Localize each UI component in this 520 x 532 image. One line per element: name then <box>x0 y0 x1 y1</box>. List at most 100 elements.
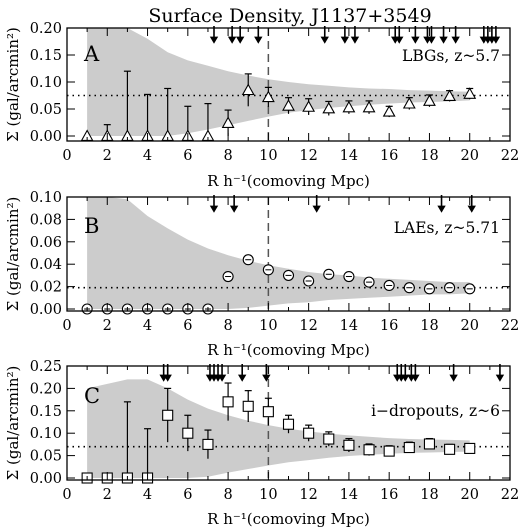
panel-letter: A <box>83 42 100 66</box>
x-tick-label: 2 <box>103 318 112 334</box>
y-tick-label: 0.05 <box>30 449 62 465</box>
position-arrow-head <box>467 205 476 213</box>
x-tick-label: 6 <box>183 148 192 164</box>
position-arrow-head <box>411 36 420 44</box>
data-point-square <box>282 418 295 430</box>
x-tick-label: 2 <box>103 148 112 164</box>
y-tick-label: 0.25 <box>30 359 62 375</box>
x-tick-label: 10 <box>259 318 277 334</box>
x-tick-label: 16 <box>380 318 398 334</box>
y-axis-label: Σ (gal/arcmin²) <box>4 366 22 481</box>
position-arrow-head <box>350 36 360 44</box>
data-point-square <box>323 433 335 445</box>
data-point-square <box>343 439 355 451</box>
x-tick-label: 22 <box>501 318 519 334</box>
y-tick-label: 0.06 <box>30 235 62 251</box>
y-axis-label: Σ (gal/arcmin²) <box>4 197 22 312</box>
x-tick-label: 4 <box>143 487 152 503</box>
x-tick-label: 10 <box>259 487 277 503</box>
x-tick-label: 0 <box>62 318 71 334</box>
y-tick-label: 0.05 <box>30 102 62 118</box>
panel-letter: C <box>84 384 100 408</box>
x-tick-label: 18 <box>420 148 438 164</box>
envelope-band <box>87 28 470 136</box>
x-tick-label: 2 <box>103 487 112 503</box>
x-tick-label: 16 <box>380 148 398 164</box>
position-arrow-head <box>401 374 410 382</box>
x-tick-label: 4 <box>143 318 152 334</box>
y-tick-label: 0.15 <box>30 404 62 420</box>
sample-label: LAEs, z~5.71 <box>394 219 500 237</box>
panel-letter: B <box>84 214 99 238</box>
x-tick-label: 20 <box>461 148 479 164</box>
x-tick-label: 0 <box>62 148 71 164</box>
figure-title: Surface Density, J1137+3549 <box>148 5 431 27</box>
position-arrow-head <box>437 205 446 213</box>
x-tick-label: 12 <box>299 487 317 503</box>
position-arrow-head <box>395 36 404 44</box>
data-point-triangle <box>241 83 255 96</box>
sample-label: LBGs, z~5.7 <box>402 47 500 65</box>
data-point-square <box>162 409 174 421</box>
data-point-square <box>383 445 395 457</box>
panel-b: 0 2 4 6 8 10 12 14 16 18 20 22 0.00 0.02 0.04 0.06 0.08 0… <box>4 190 519 359</box>
y-tick-label: 0.15 <box>30 48 62 64</box>
position-arrow-head <box>227 36 237 44</box>
y-tick-label: 0.08 <box>30 212 62 228</box>
data-point-triangle <box>261 90 275 103</box>
data-point-triangle <box>382 105 396 117</box>
y-tick-label: 0.10 <box>30 190 62 206</box>
x-axis-label: R h⁻¹(comoving Mpc) <box>207 510 370 528</box>
data-point-triangle <box>282 99 295 111</box>
x-tick-label: 18 <box>420 487 438 503</box>
y-tick-label: 0.02 <box>30 280 62 296</box>
data-point-square <box>262 406 274 418</box>
position-arrow-head <box>449 374 458 382</box>
data-point-square <box>202 438 214 450</box>
y-tick-label: 0.00 <box>30 471 62 487</box>
position-arrow-head <box>411 374 420 382</box>
position-arrow-head <box>209 205 219 213</box>
x-tick-label: 8 <box>223 487 232 503</box>
x-tick-label: 6 <box>183 318 192 334</box>
data-point-triangle <box>402 96 416 109</box>
data-point-triangle <box>322 101 336 114</box>
x-tick-label: 12 <box>299 318 317 334</box>
x-tick-label: 14 <box>340 148 358 164</box>
data-point-square <box>242 400 254 412</box>
data-point-triangle <box>362 100 376 113</box>
y-tick-label: 0.10 <box>30 426 62 442</box>
position-arrow-head <box>262 374 271 382</box>
data-point-square <box>222 396 234 408</box>
data-point-square <box>303 427 315 439</box>
x-tick-label: 14 <box>340 487 358 503</box>
x-tick-label: 18 <box>420 318 438 334</box>
x-tick-label: 8 <box>223 318 232 334</box>
panel-a: 0 2 4 6 8 10 12 14 16 18 20 22 0.00 0.05 0.10 0.15 0.20 R… <box>4 21 519 190</box>
data-point-square <box>403 441 415 454</box>
data-point-triangle <box>221 116 235 128</box>
x-tick-label: 0 <box>62 487 71 503</box>
x-tick-label: 4 <box>143 148 152 164</box>
data-point-triangle <box>463 87 477 99</box>
position-arrow-head <box>312 205 321 213</box>
x-tick-label: 8 <box>223 148 232 164</box>
y-axis-label: Σ (gal/arcmin²) <box>4 27 22 142</box>
data-point-triangle <box>302 100 316 112</box>
position-arrow-head <box>254 36 263 44</box>
panel-c: 0 2 4 6 8 10 12 14 16 18 20 22 0.00 0.05 0.10 0.15 0.20 0… <box>4 359 519 528</box>
x-axis-label: R h⁻¹(comoving Mpc) <box>207 341 370 359</box>
data-point-square <box>363 444 375 456</box>
position-arrow-head <box>163 374 172 382</box>
position-arrow-head <box>229 205 239 213</box>
position-arrow-head <box>209 36 219 44</box>
position-arrow-head <box>237 374 247 382</box>
data-point-square <box>182 427 194 439</box>
x-tick-label: 20 <box>461 487 479 503</box>
position-arrow-head <box>491 36 501 44</box>
data-point-triangle <box>443 89 457 101</box>
position-arrow-head <box>235 36 245 44</box>
y-tick-label: 0.00 <box>30 129 62 145</box>
x-tick-label: 6 <box>183 487 192 503</box>
